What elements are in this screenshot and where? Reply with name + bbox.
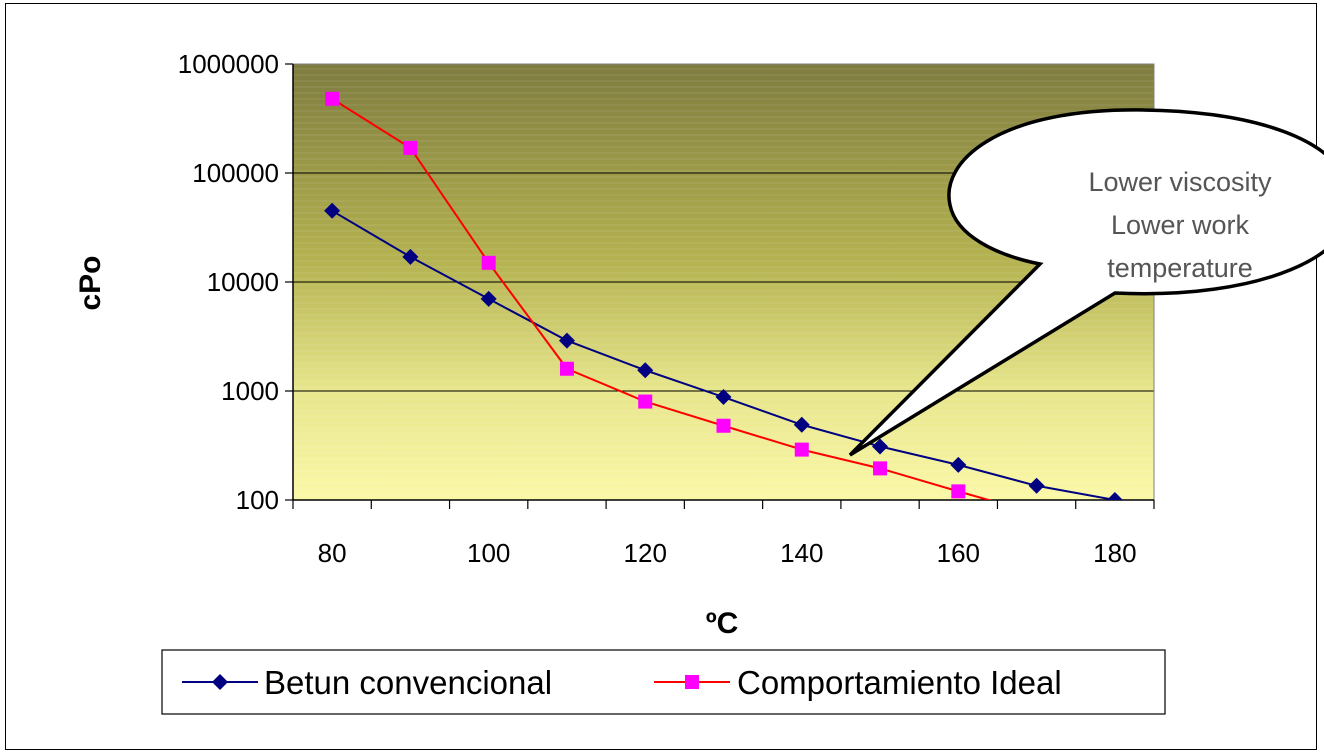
y-axis-title: cPo <box>74 255 107 310</box>
data-point-ideal <box>873 461 888 476</box>
y-tick-label: 100000 <box>192 158 279 188</box>
legend: Betun convencional Comportamiento Ideal <box>161 649 1166 715</box>
y-tick-label: 10000 <box>207 267 279 297</box>
callout-text-line: Lower work <box>1111 210 1250 240</box>
data-point-betun <box>1106 492 1123 500</box>
callout-bubble <box>848 108 1324 457</box>
data-point-ideal <box>403 140 418 155</box>
data-point-betun <box>402 248 419 265</box>
legend-marker-betun <box>212 674 228 690</box>
data-point-ideal <box>325 91 340 106</box>
x-tick-label: 140 <box>780 538 823 568</box>
series-line-ideal <box>331 97 993 500</box>
data-point-ideal <box>1030 507 1044 521</box>
x-tick-label: 120 <box>624 538 667 568</box>
x-tick-label: 160 <box>937 538 980 568</box>
series-layer <box>324 91 1123 521</box>
x-tick-label: 180 <box>1093 538 1136 568</box>
y-tick-label: 100 <box>236 485 279 515</box>
data-point-ideal <box>951 484 966 499</box>
legend-marker-ideal <box>685 675 699 689</box>
data-point-ideal <box>794 442 809 457</box>
callout-text-line: temperature <box>1107 253 1253 283</box>
legend-item-betun: Betun convencional <box>182 664 552 701</box>
data-point-betun <box>793 416 810 433</box>
plot-texture-lines <box>293 68 1154 496</box>
legend-label-ideal: Comportamiento Ideal <box>737 664 1062 701</box>
data-point-ideal <box>559 361 574 376</box>
x-axis-ticks: 80 100 120 140 160 180 <box>292 500 1155 568</box>
data-point-betun <box>872 438 889 455</box>
x-tick-label: 80 <box>318 538 347 568</box>
data-point-betun <box>715 389 732 406</box>
data-point-ideal <box>481 255 496 270</box>
legend-label-betun: Betun convencional <box>264 664 552 701</box>
legend-item-ideal: Comportamiento Ideal <box>654 664 1062 701</box>
data-point-betun <box>637 362 654 379</box>
x-tick-label: 100 <box>467 538 510 568</box>
y-tick-label: 1000000 <box>178 49 279 79</box>
x-axis-title: ºC <box>706 607 739 640</box>
data-point-ideal <box>716 418 731 433</box>
data-point-ideal <box>638 394 653 409</box>
data-point-betun <box>480 290 497 307</box>
data-point-betun <box>324 202 341 219</box>
callout-text-line: Lower viscosity <box>1088 167 1272 197</box>
y-axis-ticks: 100 1000 10000 100000 1000000 <box>178 49 293 515</box>
data-point-betun <box>950 456 967 473</box>
y-tick-label: 1000 <box>221 376 279 406</box>
annotation-callout: Lower viscosity Lower work temperature <box>848 108 1324 457</box>
data-point-betun <box>558 332 575 349</box>
data-point-betun <box>1028 477 1045 494</box>
